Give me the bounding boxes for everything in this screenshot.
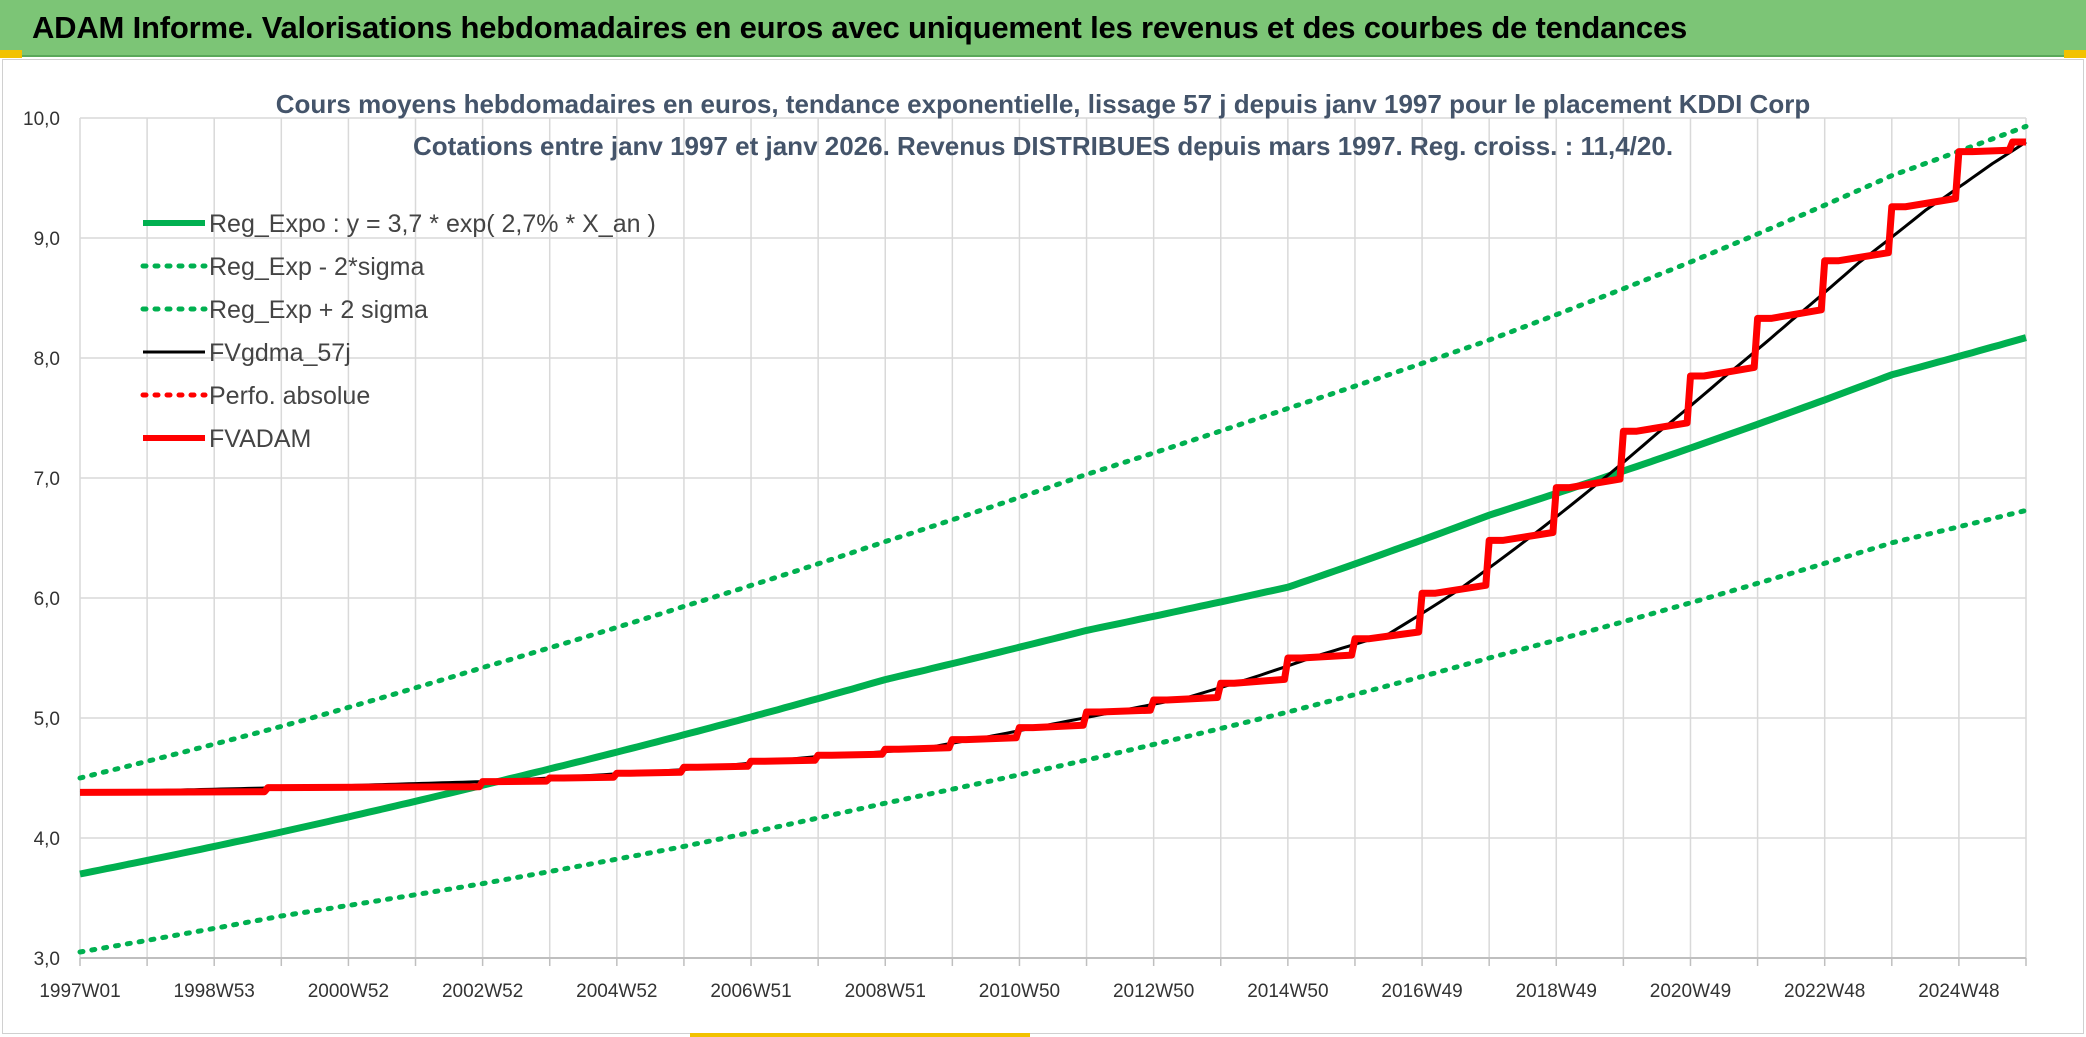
report-banner: ADAM Informe. Valorisations hebdomadaire…	[0, 0, 2086, 57]
y-tick-label: 10,0	[23, 109, 60, 130]
chart-subtitle: Cotations entre janv 1997 et janv 2026. …	[413, 131, 1673, 161]
x-tick-label: 1997W01	[39, 981, 120, 1002]
y-tick-label: 5,0	[34, 709, 60, 730]
series-line-3	[79, 140, 2027, 794]
x-tick-label: 2020W49	[1650, 981, 1731, 1002]
legend-label: Reg_Exp + 2 sigma	[209, 296, 428, 324]
legend-label: Reg_Exp - 2*sigma	[209, 253, 424, 281]
x-tick-label: 2024W48	[1918, 981, 1999, 1002]
series-line-0	[79, 334, 2027, 878]
y-tick-label: 8,0	[34, 349, 60, 370]
grid-lines	[79, 117, 2027, 959]
x-tick-label: 2002W52	[442, 981, 523, 1002]
series-lines	[77, 123, 2029, 955]
legend-label: Reg_Expo : y = 3,7 * exp( 2,7% * X_an )	[209, 210, 656, 238]
bottom-accent-strip	[690, 1033, 1030, 1037]
x-tick-label: 2000W52	[308, 981, 389, 1002]
x-tick-label: 2012W50	[1113, 981, 1194, 1002]
chart-frame	[2, 59, 2084, 1034]
x-tick-label: 2008W51	[845, 981, 926, 1002]
legend-label: FVADAM	[209, 425, 311, 453]
y-tick-label: 4,0	[34, 829, 60, 850]
corner-accent-left	[0, 50, 22, 58]
y-tick-label: 7,0	[34, 469, 60, 490]
banner-title: ADAM Informe. Valorisations hebdomadaire…	[32, 10, 1688, 45]
series-line-2	[77, 123, 2029, 781]
chart-title: Cours moyens hebdomadaires en euros, ten…	[276, 89, 1810, 119]
corner-accent-right	[2064, 50, 2086, 58]
axes: 3,0 4,0 5,0 6,0 7,0 8,0 9,0 10,0 1997W01 1998W53 2…	[23, 109, 2027, 1002]
x-tick-label: 2018W49	[1516, 981, 1597, 1002]
x-tick-label: 2004W52	[576, 981, 657, 1002]
series-line-1	[77, 507, 2029, 955]
y-tick-label: 6,0	[34, 589, 60, 610]
y-tick-label: 3,0	[34, 949, 60, 970]
y-tick-label: 9,0	[34, 229, 60, 250]
x-tick-label: 2016W49	[1381, 981, 1462, 1002]
x-tick-label: 2022W48	[1784, 981, 1865, 1002]
legend: Reg_Expo : y = 3,7 * exp( 2,7% * X_an ) R…	[140, 210, 656, 453]
x-tick-label: 2010W50	[979, 981, 1060, 1002]
legend-label: FVgdma_57j	[209, 339, 351, 367]
series-line-5	[79, 138, 2026, 796]
legend-label: Perfo. absolue	[209, 382, 370, 410]
x-tick-label: 1998W53	[174, 981, 255, 1002]
x-tick-label: 2006W51	[710, 981, 791, 1002]
x-tick-label: 2014W50	[1247, 981, 1328, 1002]
